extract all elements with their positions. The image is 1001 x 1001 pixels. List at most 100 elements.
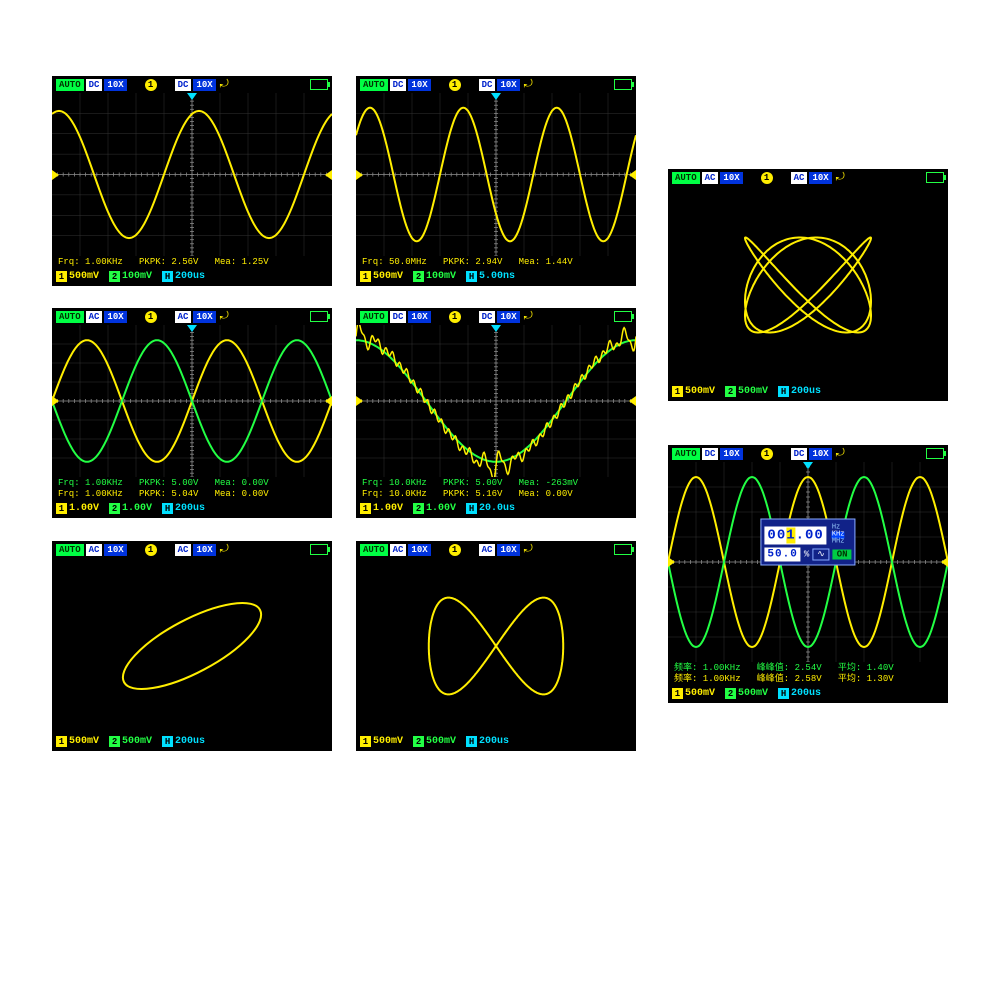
ch1-indicator: 1 [761, 172, 773, 184]
battery-icon [614, 79, 632, 90]
ch2-coupling-badge: DC [479, 311, 496, 323]
gnd-marker-right-icon [629, 170, 636, 180]
time-badge: H [778, 386, 789, 397]
waveform-plot [356, 93, 636, 256]
plot-area [356, 325, 636, 477]
ch1-scale: 1.00V [69, 503, 99, 514]
ch1-coupling-badge: DC [702, 448, 719, 460]
ch1-badge: 1 [56, 271, 67, 282]
gnd-marker-right-icon [941, 557, 948, 567]
plot-area [52, 93, 332, 256]
mode-badge: AUTO [360, 79, 388, 91]
ch1-indicator: 1 [145, 544, 157, 556]
battery-icon [614, 311, 632, 322]
time-scale: 20.0us [479, 503, 515, 514]
ch1-coupling-badge: DC [390, 79, 407, 91]
ch1-coupling-badge: DC [86, 79, 103, 91]
time-scale: 200us [175, 503, 205, 514]
footer: 1500mV 2500mV H200us [52, 734, 332, 751]
gnd-marker-right-icon [629, 396, 636, 406]
ch1-scale: 500mV [685, 688, 715, 699]
time-scale: 200us [175, 736, 205, 747]
measurement-line: Frq: 1.00KHz PKPK: 2.56V Mea: 1.25V [58, 257, 326, 268]
scope-s8: AUTO DC 10X 1 DC 10X ⤾ 001.00 HzKHzMHz 5… [668, 445, 948, 703]
plot-area [52, 325, 332, 477]
siggen-unit-list[interactable]: HzKHzMHz [832, 525, 845, 546]
measurements: Frq: 1.00KHz PKPK: 5.00V Mea: 0.00VFrq: … [52, 477, 332, 501]
plot-area [356, 93, 636, 256]
ch2-badge: 2 [413, 736, 424, 747]
battery-icon [926, 172, 944, 183]
ch1-probe-badge: 10X [104, 544, 126, 556]
ch2-probe-badge: 10X [497, 79, 519, 91]
time-scale: 200us [791, 688, 821, 699]
topbar: AUTO DC 10X 1 DC 10X ⤾ [356, 76, 636, 93]
trigger-edge-icon: ⤾ [220, 544, 229, 556]
scope-s7: AUTO AC 10X 1 AC 10X ⤾ 1500mV 2500mV H20… [668, 169, 948, 401]
time-scale: 5.00ns [479, 271, 515, 282]
scope-s4: AUTO DC 10X 1 DC 10X ⤾ Frq: 10.0KHz PKPK… [356, 308, 636, 518]
ch1-scale: 1.00V [373, 503, 403, 514]
ch2-scale: 100mV [122, 271, 152, 282]
ch2-badge: 2 [725, 386, 736, 397]
ch2-coupling-badge: DC [175, 79, 192, 91]
ch2-badge: 2 [725, 688, 736, 699]
measurements: 频率: 1.00KHz 峰峰值: 2.54V 平均: 1.40V频率: 1.00… [668, 662, 948, 686]
ch1-badge: 1 [672, 688, 683, 699]
topbar: AUTO DC 10X 1 DC 10X ⤾ [668, 445, 948, 462]
time-badge: H [466, 271, 477, 282]
ch1-probe-badge: 10X [104, 311, 126, 323]
topbar: AUTO DC 10X 1 DC 10X ⤾ [356, 308, 636, 325]
ch2-scale: 500mV [426, 736, 456, 747]
ch1-coupling-badge: AC [86, 544, 103, 556]
trigger-marker-icon [187, 93, 197, 100]
signal-gen-panel[interactable]: 001.00 HzKHzMHz 50.0 % ∿ ON [760, 519, 855, 566]
ch2-scale: 1.00V [426, 503, 456, 514]
time-scale: 200us [479, 736, 509, 747]
ch2-scale: 1.00V [122, 503, 152, 514]
ch1-scale: 500mV [373, 736, 403, 747]
ch2-badge: 2 [413, 503, 424, 514]
ch1-indicator: 1 [449, 311, 461, 323]
ch1-indicator: 1 [145, 311, 157, 323]
siggen-duty[interactable]: 50.0 [764, 548, 800, 562]
ch1-badge: 1 [56, 736, 67, 747]
ch1-coupling-badge: AC [86, 311, 103, 323]
ch1-probe-badge: 10X [408, 79, 430, 91]
ch1-probe-badge: 10X [720, 448, 742, 460]
canvas: AUTO DC 10X 1 DC 10X ⤾ Frq: 1.00KHz PKPK… [0, 0, 1001, 1001]
ch2-probe-badge: 10X [193, 544, 215, 556]
footer: 11.00V 21.00V H20.0us [356, 501, 636, 518]
mode-badge: AUTO [360, 544, 388, 556]
siggen-on-badge[interactable]: ON [833, 550, 852, 560]
footer: 11.00V 21.00V H200us [52, 501, 332, 518]
ch1-indicator: 1 [145, 79, 157, 91]
topbar: AUTO AC 10X 1 AC 10X ⤾ [52, 308, 332, 325]
ch1-probe-badge: 10X [408, 311, 430, 323]
ch2-scale: 500mV [738, 688, 768, 699]
waveform-plot [668, 186, 948, 384]
trigger-edge-icon: ⤾ [220, 311, 229, 323]
measurement-line: Frq: 10.0KHz PKPK: 5.16V Mea: 0.00V [362, 489, 630, 500]
siggen-wave-icon[interactable]: ∿ [812, 549, 830, 561]
gnd-marker-left-icon [668, 557, 675, 567]
waveform-plot [52, 325, 332, 477]
footer: 1500mV 2500mV H200us [668, 686, 948, 703]
time-badge: H [466, 736, 477, 747]
siggen-freq-digits[interactable]: 001.00 [764, 526, 826, 544]
time-badge: H [466, 503, 477, 514]
topbar: AUTO DC 10X 1 DC 10X ⤾ [52, 76, 332, 93]
gnd-marker-right-icon [325, 396, 332, 406]
ch1-badge: 1 [360, 503, 371, 514]
ch1-badge: 1 [360, 736, 371, 747]
ch1-scale: 500mV [373, 271, 403, 282]
ch1-badge: 1 [360, 271, 371, 282]
measurements: Frq: 10.0KHz PKPK: 5.00V Mea: -263mVFrq:… [356, 477, 636, 501]
ch2-coupling-badge: AC [175, 311, 192, 323]
measurement-line: Frq: 50.0MHz PKPK: 2.94V Mea: 1.44V [362, 257, 630, 268]
plot-area: 001.00 HzKHzMHz 50.0 % ∿ ON [668, 462, 948, 662]
measurements: Frq: 1.00KHz PKPK: 2.56V Mea: 1.25V [52, 256, 332, 269]
gnd-marker-left-icon [356, 396, 363, 406]
waveform-plot [52, 558, 332, 734]
mode-badge: AUTO [56, 79, 84, 91]
